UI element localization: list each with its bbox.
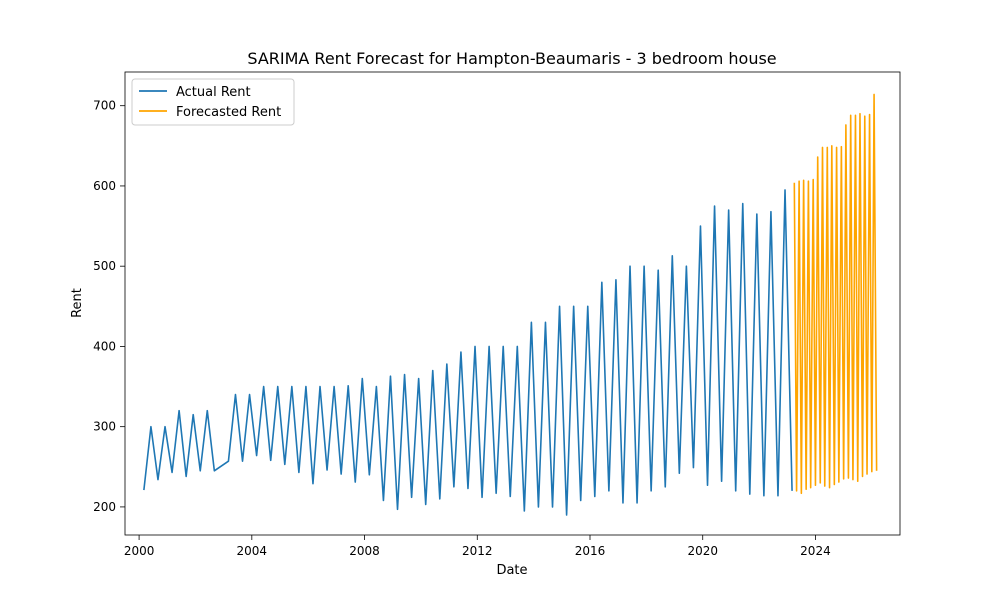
y-tick-label: 400	[93, 339, 116, 353]
legend-label-actual-rent: Actual Rent	[176, 85, 251, 100]
x-axis-label: Date	[496, 563, 527, 578]
y-tick-label: 600	[93, 179, 116, 193]
plot-frame	[124, 71, 901, 536]
x-tick-label: 2012	[462, 544, 493, 558]
chart-title: SARIMA Rent Forecast for Hampton-Beaumar…	[247, 49, 776, 68]
y-tick-label: 700	[93, 99, 116, 113]
y-tick-label: 300	[93, 420, 116, 434]
plot-area	[124, 71, 901, 536]
legend-label-forecasted-rent: Forecasted Rent	[176, 105, 281, 120]
x-tick-label: 2000	[124, 544, 155, 558]
legend-box	[131, 78, 295, 126]
x-tick-label: 2004	[237, 544, 268, 558]
y-axis-label: Rent	[70, 288, 85, 318]
x-tick-label: 2016	[575, 544, 606, 558]
x-axis: 2000 2004 2008 2012 2016 2020 2024	[124, 535, 831, 558]
y-tick-label: 200	[93, 500, 116, 514]
series-line-actual-rent	[143, 189, 793, 516]
y-axis: 200 300 400 500 600 700	[93, 99, 125, 514]
y-tick-label: 500	[93, 259, 116, 273]
legend: Actual Rent Forecasted Rent	[131, 78, 295, 126]
x-tick-label: 2020	[687, 544, 718, 558]
x-tick-label: 2008	[349, 544, 380, 558]
series-line-forecasted-rent	[793, 93, 878, 495]
x-tick-label: 2024	[800, 544, 831, 558]
